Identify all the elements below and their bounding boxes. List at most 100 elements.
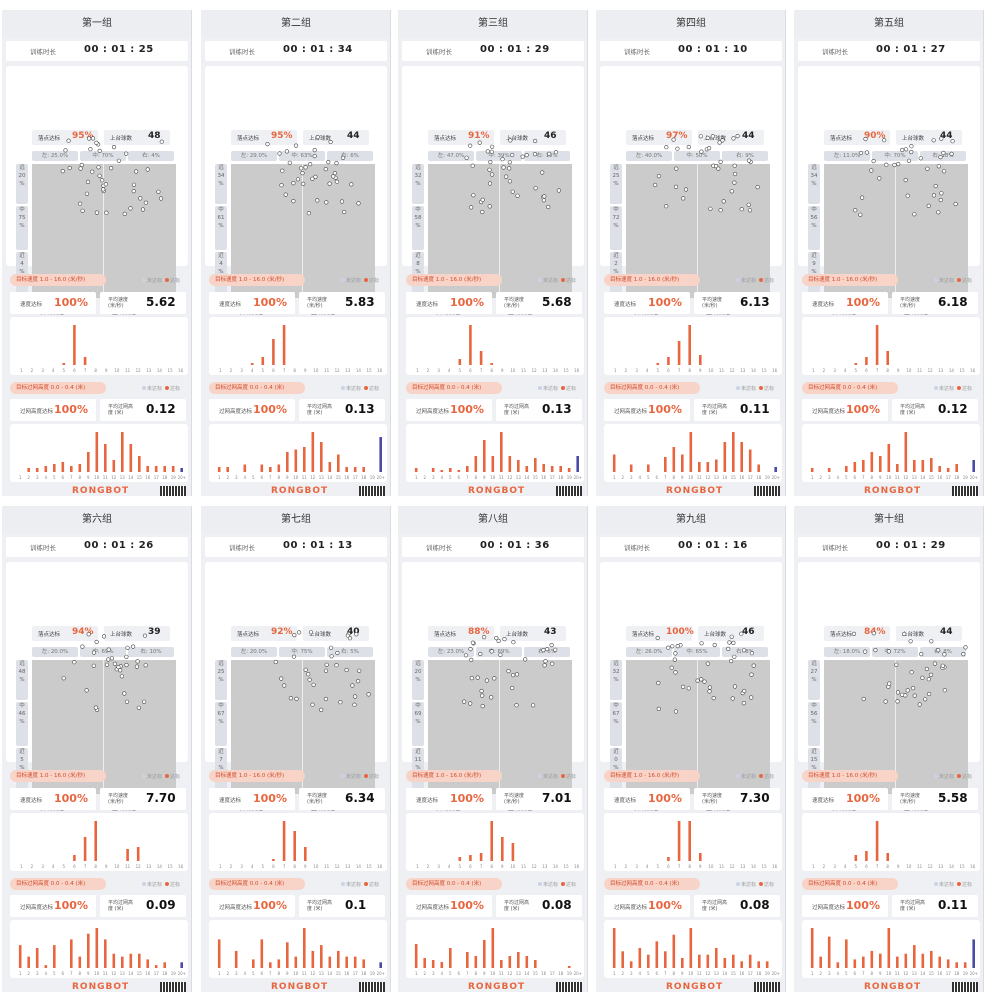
bin-tick-label: 16 bbox=[574, 368, 580, 373]
landing-dot bbox=[283, 192, 288, 197]
landing-dot bbox=[60, 168, 65, 174]
avg-height-label: 平均过网高度 (米) bbox=[504, 404, 530, 416]
landing-dot bbox=[739, 631, 744, 636]
landing-dot bbox=[711, 695, 716, 701]
balls-box: 上台球数 40 bbox=[303, 626, 369, 641]
bin-tick-label: 13 bbox=[120, 475, 126, 480]
landing-dot bbox=[128, 206, 133, 211]
bin-tick-label: 17 bbox=[748, 475, 754, 480]
landing-dot bbox=[909, 149, 914, 155]
bin-tick-label: 20+ bbox=[178, 971, 186, 976]
speed-histogram: 1 2 3 4 5 6 7 8 9 10 11 12 13 14 15 16 bbox=[604, 813, 782, 871]
speed-bar bbox=[73, 325, 76, 365]
height-bar bbox=[517, 952, 520, 968]
time-label: 训练时长 bbox=[822, 544, 848, 552]
height-bar bbox=[500, 960, 503, 968]
landing-dot bbox=[500, 157, 505, 162]
bin-tick-label: 1 bbox=[218, 475, 221, 480]
height-bar bbox=[963, 962, 967, 968]
bin-tick-label: 8 bbox=[688, 368, 691, 373]
landing-dot bbox=[726, 646, 731, 652]
bin-tick-label: 12 bbox=[335, 864, 341, 869]
bin-tick-label: 16 bbox=[772, 864, 778, 869]
landing-dot bbox=[705, 661, 710, 666]
height-bar bbox=[723, 958, 727, 968]
bin-tick-label: 16 bbox=[772, 368, 778, 373]
bin-tick-label: 12 bbox=[136, 368, 142, 373]
balls-value: 44 bbox=[742, 131, 755, 141]
height-bar bbox=[525, 956, 529, 968]
depth-mid: 中 61% bbox=[215, 206, 227, 250]
height-bar bbox=[698, 954, 701, 968]
qr-code-icon bbox=[556, 982, 582, 992]
avg-speed-box: 平均速度 (米/秒) 6.18 bbox=[892, 292, 978, 314]
landing-dot bbox=[307, 161, 313, 167]
bin-tick-label: 14 bbox=[327, 971, 333, 976]
landing-dot bbox=[67, 165, 72, 171]
bin-tick-label: 16 bbox=[344, 971, 350, 976]
speed-legend: 未达标 达标 bbox=[538, 277, 576, 284]
landing-dot bbox=[729, 189, 734, 194]
depth-mid: 中 67% bbox=[610, 702, 622, 746]
height-ok-box: 过网高度达标 100% bbox=[10, 895, 96, 917]
speed-bar bbox=[865, 851, 868, 861]
landing-dot bbox=[366, 692, 371, 697]
brand-logo: RONGBOT bbox=[666, 982, 724, 992]
height-bar bbox=[930, 950, 933, 968]
bin-tick-label: 9 bbox=[483, 475, 486, 480]
avg-height-box: 平均过网高度 (米) 0.11 bbox=[694, 399, 780, 421]
height-legend: 未达标 达标 bbox=[341, 385, 379, 392]
height-bar bbox=[414, 468, 418, 472]
bin-tick-label: 8 bbox=[490, 864, 493, 869]
landing-dot bbox=[282, 683, 287, 688]
landing-dot bbox=[938, 197, 943, 203]
bin-tick-label: 9 bbox=[304, 864, 307, 869]
hit-rate-label: 落点达标 bbox=[632, 632, 655, 638]
depth-mid: 中 56% bbox=[808, 702, 820, 746]
bin-tick-label: 13 bbox=[120, 971, 126, 976]
bin-tick-label: 13 bbox=[938, 368, 944, 373]
speed-ok-label: 速度达标 bbox=[416, 302, 439, 308]
bin-tick-label: 15 bbox=[533, 971, 539, 976]
height-bar bbox=[550, 466, 554, 472]
landing-dot bbox=[307, 677, 312, 682]
speed-legend: 未达标 达标 bbox=[934, 277, 972, 284]
landing-dot bbox=[125, 645, 130, 650]
height-bar bbox=[757, 464, 760, 472]
avg-speed-value: 6.13 bbox=[740, 295, 770, 309]
height-legend: 未达标 达标 bbox=[142, 881, 180, 888]
avg-speed-value: 5.62 bbox=[146, 295, 176, 309]
landing-dot bbox=[718, 159, 723, 165]
speed-target-tag: 目标速度 1.0 - 16.0 (米/秒) bbox=[10, 770, 106, 782]
landing-dot bbox=[918, 156, 923, 161]
landing-dot bbox=[909, 144, 914, 149]
bin-tick-label: 14 bbox=[751, 368, 757, 373]
zone-right: 右: 10% bbox=[128, 647, 174, 657]
height-bar bbox=[61, 462, 65, 472]
bin-tick-label: 13 bbox=[146, 368, 152, 373]
avg-height-label: 平均过网高度 (米) bbox=[900, 404, 926, 416]
landing-dot bbox=[749, 695, 754, 700]
bin-tick-label: 2 bbox=[823, 864, 826, 869]
bin-tick-label: 11 bbox=[125, 864, 131, 869]
bin-tick-label: 1 bbox=[415, 475, 418, 480]
bin-tick-label: 14 bbox=[524, 971, 530, 976]
avg-height-box: 平均过网高度 (米) 0.12 bbox=[100, 399, 186, 421]
speed-bar bbox=[83, 357, 87, 365]
height-bar bbox=[491, 456, 495, 472]
landing-dot bbox=[91, 663, 96, 668]
court-center-line bbox=[499, 660, 500, 794]
speed-ok-box: 速度达标 100% bbox=[406, 292, 492, 314]
brand-logo: RONGBOT bbox=[468, 982, 526, 992]
bin-tick-label: 11 bbox=[499, 971, 505, 976]
zone-right: 右: 6% bbox=[524, 647, 570, 657]
avg-speed-value: 7.70 bbox=[146, 791, 176, 805]
bin-tick-label: 11 bbox=[697, 971, 703, 976]
height-bar bbox=[70, 466, 73, 472]
height-bar bbox=[853, 462, 857, 472]
landing-dot bbox=[479, 688, 484, 694]
landing-dot bbox=[296, 630, 302, 635]
landing-dot bbox=[323, 668, 329, 673]
balls-value: 39 bbox=[148, 627, 161, 637]
height-bar bbox=[819, 956, 822, 968]
